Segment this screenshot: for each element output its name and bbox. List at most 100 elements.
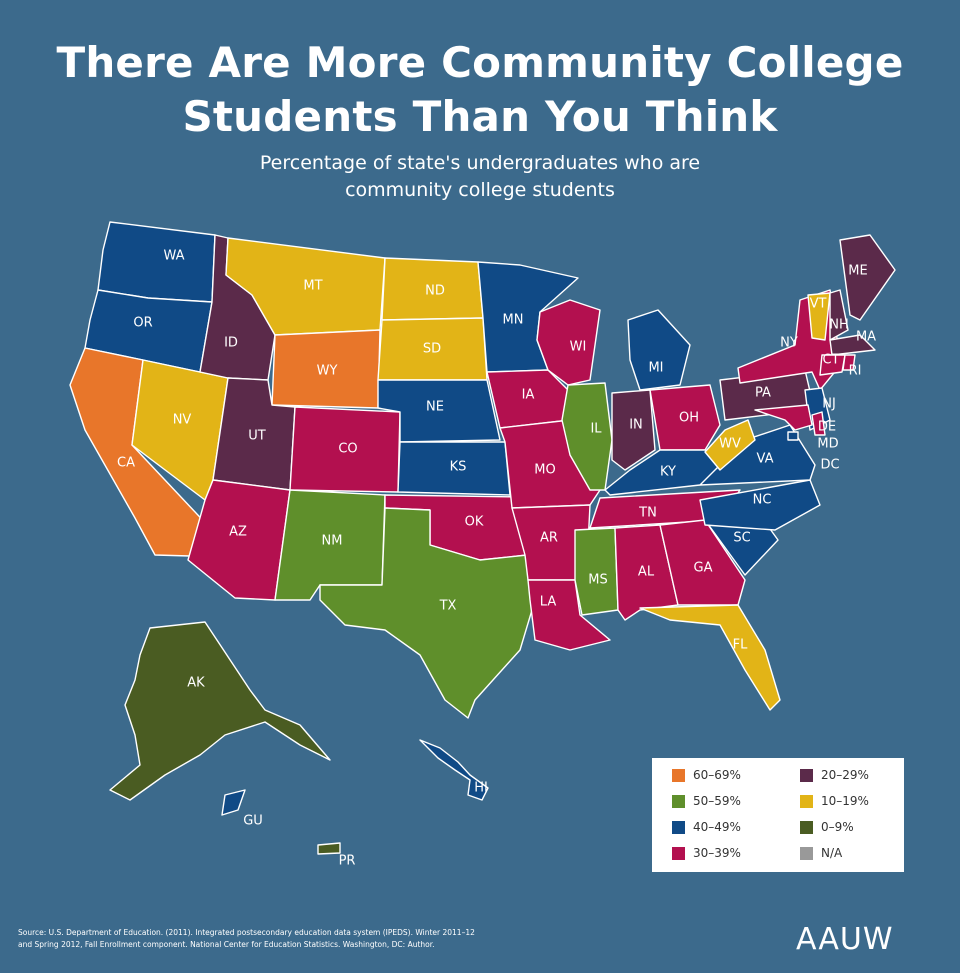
state-ga: [659, 519, 746, 606]
state-tx: [319, 507, 536, 719]
state-nh: [829, 289, 849, 341]
state-label-pa: PA: [755, 386, 771, 401]
state-ak: [109, 621, 331, 801]
state-label-co: CO: [338, 442, 357, 457]
state-il: [561, 382, 613, 491]
legend-swatch-50-59: [672, 794, 685, 808]
legend-label-0-9: 0–9%: [821, 820, 854, 834]
state-label-ga: GA: [694, 561, 713, 576]
state-label-fl: FL: [733, 638, 748, 653]
state-label-mi: MI: [648, 361, 663, 376]
state-label-nv: NV: [173, 413, 192, 428]
state-label-az: AZ: [229, 525, 247, 540]
title-line-2: Students Than You Think: [182, 92, 778, 141]
state-label-mn: MN: [503, 313, 524, 328]
legend-label-60-69: 60–69%: [693, 768, 741, 782]
state-label-me: ME: [848, 264, 867, 279]
state-label-wy: WY: [317, 364, 338, 379]
state-gu: [221, 789, 246, 816]
legend-item-30-39: 30–39%: [672, 846, 741, 860]
state-ms: [574, 527, 619, 616]
state-label-ct: CT: [822, 353, 839, 368]
state-label-sc: SC: [733, 531, 750, 546]
state-me: [839, 234, 896, 321]
state-label-ut: UT: [248, 429, 266, 444]
aauw-logo: AAUW: [796, 922, 894, 957]
state-ct: [819, 354, 846, 376]
state-label-tx: TX: [439, 599, 457, 614]
state-label-ok: OK: [465, 515, 484, 530]
legend-swatch-20-29: [800, 768, 813, 782]
state-label-nc: NC: [753, 493, 772, 508]
state-label-hi: HI: [474, 781, 488, 796]
legend: 60–69% 20–29% 50–59% 10–19% 40–49% 0–9% …: [652, 758, 904, 872]
state-fl: [639, 604, 781, 711]
title-line-1: There Are More Community College: [56, 38, 904, 87]
legend-swatch-10-19: [800, 794, 813, 808]
legend-swatch-0-9: [800, 820, 813, 834]
source-line-2: and Spring 2012, Fall Enrollment compone…: [18, 940, 435, 949]
state-label-ne: NE: [426, 400, 444, 415]
state-label-mo: MO: [534, 463, 555, 478]
state-label-tn: TN: [638, 506, 657, 521]
state-label-mt: MT: [303, 279, 322, 294]
legend-item-50-59: 50–59%: [672, 794, 741, 808]
state-md: [754, 404, 813, 431]
state-oh: [649, 384, 721, 451]
state-label-ks: KS: [450, 460, 467, 475]
legend-item-0-9: 0–9%: [800, 820, 854, 834]
legend-swatch-na: [800, 846, 813, 860]
map-subtitle: Percentage of state's undergraduates who…: [0, 150, 960, 204]
state-vt: [807, 292, 831, 341]
state-label-nh: NH: [829, 318, 849, 333]
state-label-oh: OH: [679, 411, 699, 426]
subtitle-line-2: community college students: [345, 179, 615, 201]
state-label-il: IL: [590, 422, 602, 437]
state-label-pr: PR: [339, 854, 356, 869]
state-label-ma: MA: [856, 330, 876, 345]
legend-swatch-60-69: [672, 768, 685, 782]
state-ma: [829, 334, 876, 356]
state-label-vt: VT: [810, 297, 827, 312]
state-ri: [842, 354, 856, 371]
state-label-de: DE: [818, 420, 836, 435]
state-label-ia: IA: [522, 388, 535, 403]
state-label-ri: RI: [849, 364, 862, 379]
state-label-wi: WI: [570, 340, 587, 355]
state-label-ms: MS: [588, 573, 607, 588]
source-line-1: Source: U.S. Department of Education. (2…: [18, 928, 475, 937]
state-label-ky: KY: [660, 465, 676, 480]
legend-item-60-69: 60–69%: [672, 768, 741, 782]
legend-label-20-29: 20–29%: [821, 768, 869, 782]
state-label-or: OR: [133, 316, 152, 331]
state-label-ny: NY: [780, 336, 798, 351]
subtitle-line-1: Percentage of state's undergraduates who…: [259, 152, 701, 174]
state-label-ak: AK: [187, 676, 205, 691]
state-label-gu: GU: [243, 814, 263, 829]
state-pr: [317, 842, 341, 855]
map-title: There Are More Community College Student…: [0, 36, 960, 144]
legend-item-20-29: 20–29%: [800, 768, 869, 782]
state-label-wa: WA: [163, 249, 184, 264]
legend-label-50-59: 50–59%: [693, 794, 741, 808]
state-label-ca: CA: [117, 456, 135, 471]
state-label-in: IN: [629, 418, 643, 433]
state-label-al: AL: [638, 565, 655, 580]
state-nc: [699, 479, 821, 531]
state-label-wv: WV: [719, 437, 741, 452]
legend-item-10-19: 10–19%: [800, 794, 869, 808]
state-wi: [536, 299, 601, 386]
legend-item-40-49: 40–49%: [672, 820, 741, 834]
state-in: [611, 389, 656, 471]
state-mi: [627, 309, 691, 391]
state-label-id: ID: [224, 336, 238, 351]
legend-label-10-19: 10–19%: [821, 794, 869, 808]
state-label-la: LA: [540, 595, 557, 610]
state-hi: [419, 739, 489, 801]
legend-swatch-30-39: [672, 846, 685, 860]
legend-label-40-49: 40–49%: [693, 820, 741, 834]
legend-label-30-39: 30–39%: [693, 846, 741, 860]
state-label-nj: NJ: [822, 397, 836, 412]
legend-swatch-40-49: [672, 820, 685, 834]
